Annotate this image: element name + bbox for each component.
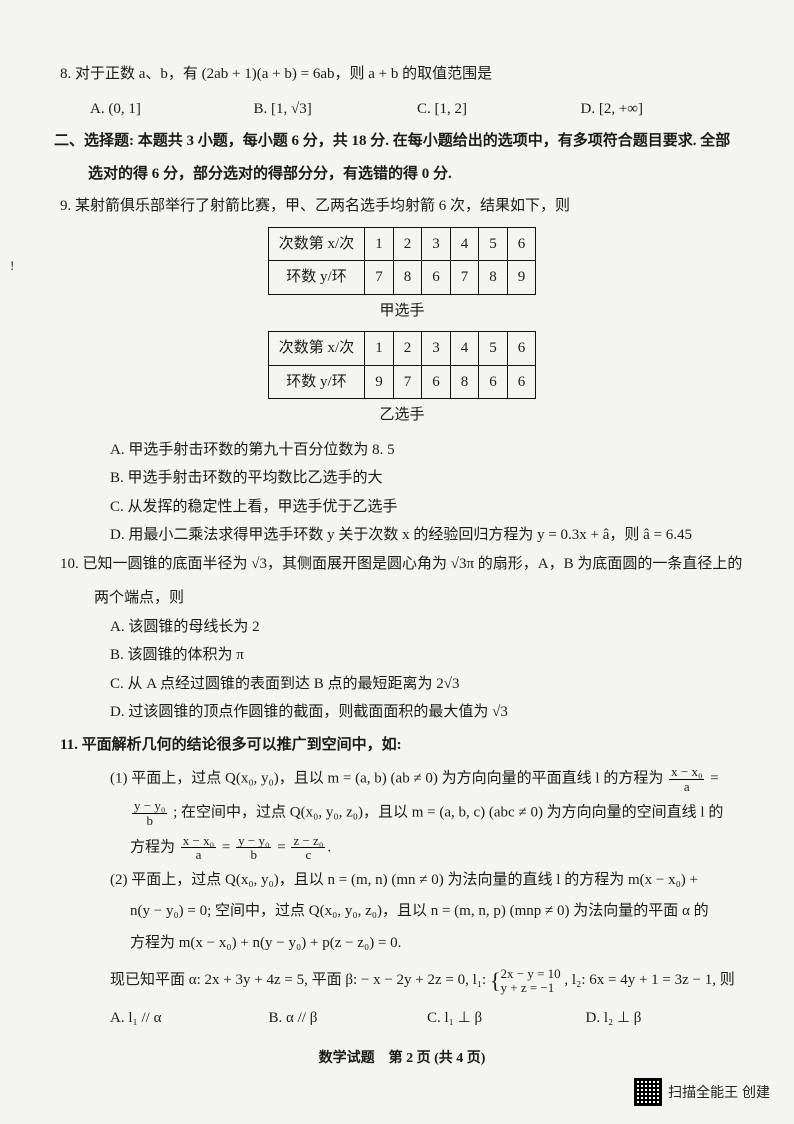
qr-icon: [634, 1078, 662, 1106]
q11-part2c: 方程为 m(x − x₀) + n(y − y₀) + p(z − z₀) = …: [60, 931, 744, 957]
cell: 4: [450, 332, 479, 366]
cell: 3: [422, 227, 451, 261]
cell: 5: [479, 227, 508, 261]
cell: 9: [507, 261, 536, 295]
q11-text: 11. 平面解析几何的结论很多可以推广到空间中，如:: [60, 737, 402, 753]
q8-opt-a: A. (0, 1]: [90, 95, 254, 124]
q10-opt-d: D. 过该圆锥的顶点作圆锥的截面，则截面面积的最大值为 √3: [60, 698, 744, 727]
cell: 7: [450, 261, 479, 295]
cell: 4: [450, 227, 479, 261]
q11-part2a: (2) 平面上，过点 Q(x₀, y₀)，且以 n = (m, n) (mn ≠…: [60, 868, 744, 894]
watermark-text: 扫描全能王 创建: [668, 1082, 770, 1102]
q10-text: 10. 已知一圆锥的底面半径为 √3，其侧面展开图是圆心角为 √3π 的扇形，A…: [60, 556, 742, 572]
cell: 环数 y/环: [268, 261, 364, 295]
q11-p3a: 现已知平面 α: 2x + 3y + 4z = 5, 平面 β: − x − 2…: [110, 972, 486, 988]
cell: 9: [365, 365, 394, 399]
brace-icon: {: [490, 968, 501, 993]
q11-sys2: y + z = −1: [501, 980, 555, 995]
frac-icon: x − x₀a: [669, 765, 704, 793]
q9-table2-caption: 乙选手: [60, 401, 744, 430]
cell: 7: [393, 365, 422, 399]
cell: 8: [479, 261, 508, 295]
frac-icon: y − y₀b: [236, 834, 271, 862]
q9-table1-caption: 甲选手: [60, 297, 744, 326]
frac-icon: y − y₀b: [132, 799, 167, 827]
page-footer: 数学试题 第 2 页 (共 4 页): [60, 1046, 744, 1073]
q11-opt-b: B. α // β: [269, 1004, 428, 1033]
cell: 1: [365, 227, 394, 261]
q8-options: A. (0, 1] B. [1, √3] C. [1, 2] D. [2, +∞…: [60, 95, 744, 124]
frac-icon: z − z₀c: [291, 834, 325, 862]
cell: 次数第 x/次: [268, 332, 364, 366]
cell: 3: [422, 332, 451, 366]
cell: 6: [507, 332, 536, 366]
q11-part1b: y − y₀b ; 在空间中，过点 Q(x₀, y₀, z₀)，且以 m = (…: [60, 799, 744, 827]
exam-page: 8. 对于正数 a、b，有 (2ab + 1)(a + b) = 6ab，则 a…: [0, 0, 794, 1093]
q11-part3: 现已知平面 α: 2x + 3y + 4z = 5, 平面 β: − x − 2…: [60, 962, 744, 999]
question-8: 8. 对于正数 a、b，有 (2ab + 1)(a + b) = 6ab，则 a…: [60, 60, 744, 89]
frac-icon: x − x₀a: [181, 834, 216, 862]
question-11: 11. 平面解析几何的结论很多可以推广到空间中，如:: [60, 731, 744, 760]
section-2-heading: 二、选择题: 本题共 3 小题，每小题 6 分，共 18 分. 在每小题给出的选…: [54, 127, 744, 156]
cell: 5: [479, 332, 508, 366]
q11-p3b: , l₂: 6x = 4y + 1 = 3z − 1, 则: [564, 972, 734, 988]
scanner-watermark: 扫描全能王 创建: [634, 1078, 770, 1106]
q8-text: 8. 对于正数 a、b，有 (2ab + 1)(a + b) = 6ab，则 a…: [60, 66, 492, 82]
q9-opt-d: D. 用最小二乘法求得甲选手环数 y 关于次数 x 的经验回归方程为 y = 0…: [60, 521, 744, 550]
q11-part2b: n(y − y₀) = 0; 空间中，过点 Q(x₀, y₀, z₀)，且以 n…: [60, 899, 744, 925]
q10-opt-a: A. 该圆锥的母线长为 2: [60, 613, 744, 642]
q11-part1c: 方程为 x − x₀a = y − y₀b = z − z₀c.: [60, 834, 744, 862]
q11-p1a: (1) 平面上，过点 Q(x₀, y₀)，且以 m = (a, b) (ab ≠…: [110, 771, 663, 787]
cell: 环数 y/环: [268, 365, 364, 399]
q9-table-yi: 次数第 x/次 1 2 3 4 5 6 环数 y/环 9 7 6 8 6 6: [268, 331, 536, 399]
cell: 2: [393, 227, 422, 261]
q10-opt-b: B. 该圆锥的体积为 π: [60, 641, 744, 670]
cell: 次数第 x/次: [268, 227, 364, 261]
cell: 8: [450, 365, 479, 399]
q11-opt-a: A. l₁ // α: [110, 1004, 269, 1033]
cell: 6: [479, 365, 508, 399]
q8-opt-c: C. [1, 2]: [417, 95, 581, 124]
q11-opt-d: D. l₂ ⊥ β: [586, 1004, 745, 1033]
q11-opt-c: C. l₁ ⊥ β: [427, 1004, 586, 1033]
section-2-sub: 选对的得 6 分，部分选对的得部分分，有选错的得 0 分.: [54, 160, 744, 189]
q10-opt-c: C. 从 A 点经过圆锥的表面到达 B 点的最短距离为 2√3: [60, 670, 744, 699]
q8-opt-d: D. [2, +∞]: [581, 95, 745, 124]
q9-opt-a: A. 甲选手射击环数的第九十百分位数为 8. 5: [60, 436, 744, 465]
q8-opt-b: B. [1, √3]: [254, 95, 418, 124]
q9-opt-c: C. 从发挥的稳定性上看，甲选手优于乙选手: [60, 493, 744, 522]
cell: 7: [365, 261, 394, 295]
cell: 1: [365, 332, 394, 366]
cell: 8: [393, 261, 422, 295]
q11-sys1: 2x − y = 10: [501, 966, 561, 981]
cell: 6: [507, 365, 536, 399]
q11-p1c: 方程为: [130, 839, 175, 855]
q11-part1: (1) 平面上，过点 Q(x₀, y₀)，且以 m = (a, b) (ab ≠…: [60, 765, 744, 793]
cell: 6: [422, 261, 451, 295]
q9-opt-b: B. 甲选手射击环数的平均数比乙选手的大: [60, 464, 744, 493]
question-9: 9. 某射箭俱乐部举行了射箭比赛，甲、乙两名选手均射箭 6 次，结果如下，则: [60, 192, 744, 221]
cell: 6: [422, 365, 451, 399]
side-mark: !: [10, 258, 14, 274]
cell: 6: [507, 227, 536, 261]
q9-text: 9. 某射箭俱乐部举行了射箭比赛，甲、乙两名选手均射箭 6 次，结果如下，则: [60, 198, 570, 214]
q11-p1b: ; 在空间中，过点 Q(x₀, y₀, z₀)，且以 m = (a, b, c)…: [173, 805, 723, 821]
cell: 2: [393, 332, 422, 366]
question-10: 10. 已知一圆锥的底面半径为 √3，其侧面展开图是圆心角为 √3π 的扇形，A…: [60, 550, 744, 579]
q9-table-jia: 次数第 x/次 1 2 3 4 5 6 环数 y/环 7 8 6 7 8 9: [268, 227, 536, 295]
q10-text2: 两个端点，则: [60, 584, 744, 613]
q11-options: A. l₁ // α B. α // β C. l₁ ⊥ β D. l₂ ⊥ β: [60, 1004, 744, 1033]
